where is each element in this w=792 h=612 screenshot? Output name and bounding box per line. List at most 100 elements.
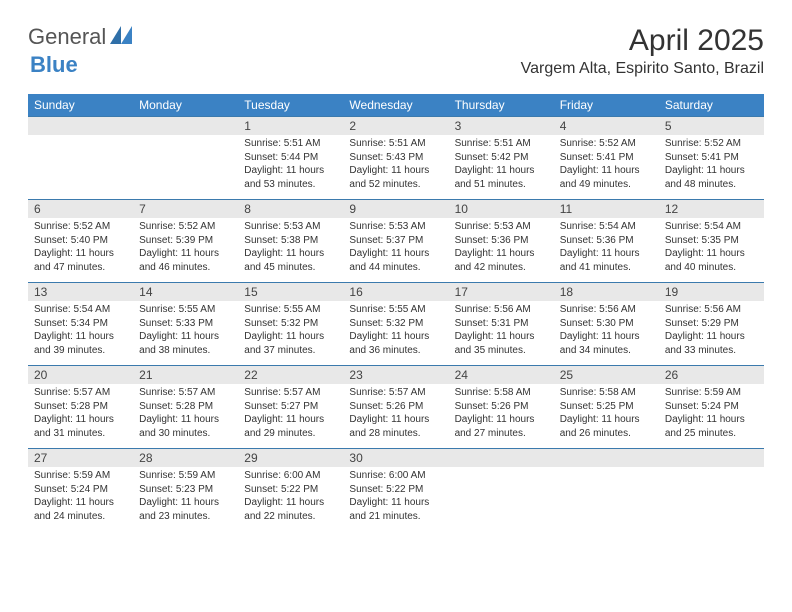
logo-text-2: Blue	[30, 52, 78, 77]
day-cell: 16Sunrise: 5:55 AMSunset: 5:32 PMDayligh…	[343, 283, 448, 366]
day-number: 19	[659, 283, 764, 301]
logo-triangle-icon	[110, 26, 132, 49]
day-cell: 1Sunrise: 5:51 AMSunset: 5:44 PMDaylight…	[238, 117, 343, 200]
calendar-table: Sunday Monday Tuesday Wednesday Thursday…	[28, 94, 764, 531]
day-body: Sunrise: 5:58 AMSunset: 5:25 PMDaylight:…	[554, 384, 659, 448]
logo-text-1: General	[28, 24, 106, 50]
day-cell	[554, 449, 659, 532]
week-row: 20Sunrise: 5:57 AMSunset: 5:28 PMDayligh…	[28, 366, 764, 449]
page-header: General April 2025 Vargem Alta, Espirito…	[28, 24, 764, 78]
day-cell: 26Sunrise: 5:59 AMSunset: 5:24 PMDayligh…	[659, 366, 764, 449]
day-body: Sunrise: 5:57 AMSunset: 5:28 PMDaylight:…	[28, 384, 133, 448]
col-header: Tuesday	[238, 94, 343, 117]
day-number: 4	[554, 117, 659, 135]
day-number	[659, 449, 764, 467]
col-header: Wednesday	[343, 94, 448, 117]
day-body: Sunrise: 5:54 AMSunset: 5:36 PMDaylight:…	[554, 218, 659, 282]
day-body: Sunrise: 5:59 AMSunset: 5:24 PMDaylight:…	[28, 467, 133, 531]
day-cell: 10Sunrise: 5:53 AMSunset: 5:36 PMDayligh…	[449, 200, 554, 283]
day-body: Sunrise: 5:56 AMSunset: 5:29 PMDaylight:…	[659, 301, 764, 365]
day-body: Sunrise: 5:51 AMSunset: 5:43 PMDaylight:…	[343, 135, 448, 199]
title-block: April 2025 Vargem Alta, Espirito Santo, …	[521, 24, 764, 78]
day-number: 7	[133, 200, 238, 218]
calendar-header-row: Sunday Monday Tuesday Wednesday Thursday…	[28, 94, 764, 117]
day-number: 17	[449, 283, 554, 301]
day-body: Sunrise: 5:57 AMSunset: 5:26 PMDaylight:…	[343, 384, 448, 448]
col-header: Friday	[554, 94, 659, 117]
day-body: Sunrise: 6:00 AMSunset: 5:22 PMDaylight:…	[238, 467, 343, 531]
day-body: Sunrise: 5:58 AMSunset: 5:26 PMDaylight:…	[449, 384, 554, 448]
day-cell: 23Sunrise: 5:57 AMSunset: 5:26 PMDayligh…	[343, 366, 448, 449]
day-cell: 13Sunrise: 5:54 AMSunset: 5:34 PMDayligh…	[28, 283, 133, 366]
day-cell: 28Sunrise: 5:59 AMSunset: 5:23 PMDayligh…	[133, 449, 238, 532]
day-body	[554, 467, 659, 523]
day-number: 30	[343, 449, 448, 467]
week-row: 13Sunrise: 5:54 AMSunset: 5:34 PMDayligh…	[28, 283, 764, 366]
month-title: April 2025	[521, 24, 764, 58]
day-cell: 30Sunrise: 6:00 AMSunset: 5:22 PMDayligh…	[343, 449, 448, 532]
day-number: 5	[659, 117, 764, 135]
day-number: 18	[554, 283, 659, 301]
col-header: Monday	[133, 94, 238, 117]
day-body: Sunrise: 5:52 AMSunset: 5:40 PMDaylight:…	[28, 218, 133, 282]
day-number: 11	[554, 200, 659, 218]
week-row: 27Sunrise: 5:59 AMSunset: 5:24 PMDayligh…	[28, 449, 764, 532]
day-number: 16	[343, 283, 448, 301]
day-body: Sunrise: 5:51 AMSunset: 5:44 PMDaylight:…	[238, 135, 343, 199]
day-cell: 4Sunrise: 5:52 AMSunset: 5:41 PMDaylight…	[554, 117, 659, 200]
week-row: 1Sunrise: 5:51 AMSunset: 5:44 PMDaylight…	[28, 117, 764, 200]
day-number	[449, 449, 554, 467]
day-number: 12	[659, 200, 764, 218]
day-cell: 17Sunrise: 5:56 AMSunset: 5:31 PMDayligh…	[449, 283, 554, 366]
day-cell: 11Sunrise: 5:54 AMSunset: 5:36 PMDayligh…	[554, 200, 659, 283]
day-cell: 14Sunrise: 5:55 AMSunset: 5:33 PMDayligh…	[133, 283, 238, 366]
day-cell: 15Sunrise: 5:55 AMSunset: 5:32 PMDayligh…	[238, 283, 343, 366]
day-cell: 27Sunrise: 5:59 AMSunset: 5:24 PMDayligh…	[28, 449, 133, 532]
day-cell	[133, 117, 238, 200]
day-body: Sunrise: 5:53 AMSunset: 5:36 PMDaylight:…	[449, 218, 554, 282]
day-number: 10	[449, 200, 554, 218]
day-number	[554, 449, 659, 467]
day-number: 20	[28, 366, 133, 384]
day-body: Sunrise: 5:55 AMSunset: 5:32 PMDaylight:…	[343, 301, 448, 365]
day-number: 14	[133, 283, 238, 301]
day-cell: 19Sunrise: 5:56 AMSunset: 5:29 PMDayligh…	[659, 283, 764, 366]
day-body: Sunrise: 6:00 AMSunset: 5:22 PMDaylight:…	[343, 467, 448, 531]
day-body: Sunrise: 5:59 AMSunset: 5:23 PMDaylight:…	[133, 467, 238, 531]
col-header: Saturday	[659, 94, 764, 117]
day-cell: 24Sunrise: 5:58 AMSunset: 5:26 PMDayligh…	[449, 366, 554, 449]
day-cell: 20Sunrise: 5:57 AMSunset: 5:28 PMDayligh…	[28, 366, 133, 449]
day-body: Sunrise: 5:56 AMSunset: 5:31 PMDaylight:…	[449, 301, 554, 365]
day-number: 26	[659, 366, 764, 384]
day-number: 21	[133, 366, 238, 384]
day-cell: 3Sunrise: 5:51 AMSunset: 5:42 PMDaylight…	[449, 117, 554, 200]
day-number: 8	[238, 200, 343, 218]
day-cell: 2Sunrise: 5:51 AMSunset: 5:43 PMDaylight…	[343, 117, 448, 200]
day-body: Sunrise: 5:53 AMSunset: 5:38 PMDaylight:…	[238, 218, 343, 282]
day-number: 6	[28, 200, 133, 218]
day-number: 15	[238, 283, 343, 301]
day-number	[133, 117, 238, 135]
day-body: Sunrise: 5:55 AMSunset: 5:32 PMDaylight:…	[238, 301, 343, 365]
day-body	[449, 467, 554, 523]
day-cell	[28, 117, 133, 200]
day-body: Sunrise: 5:52 AMSunset: 5:39 PMDaylight:…	[133, 218, 238, 282]
day-number: 2	[343, 117, 448, 135]
day-number: 25	[554, 366, 659, 384]
day-body: Sunrise: 5:54 AMSunset: 5:34 PMDaylight:…	[28, 301, 133, 365]
day-cell: 22Sunrise: 5:57 AMSunset: 5:27 PMDayligh…	[238, 366, 343, 449]
day-number	[28, 117, 133, 135]
day-cell: 9Sunrise: 5:53 AMSunset: 5:37 PMDaylight…	[343, 200, 448, 283]
day-cell: 18Sunrise: 5:56 AMSunset: 5:30 PMDayligh…	[554, 283, 659, 366]
day-number: 28	[133, 449, 238, 467]
day-body: Sunrise: 5:54 AMSunset: 5:35 PMDaylight:…	[659, 218, 764, 282]
day-number: 22	[238, 366, 343, 384]
col-header: Thursday	[449, 94, 554, 117]
day-cell: 7Sunrise: 5:52 AMSunset: 5:39 PMDaylight…	[133, 200, 238, 283]
day-cell: 12Sunrise: 5:54 AMSunset: 5:35 PMDayligh…	[659, 200, 764, 283]
day-number: 27	[28, 449, 133, 467]
day-body: Sunrise: 5:56 AMSunset: 5:30 PMDaylight:…	[554, 301, 659, 365]
week-row: 6Sunrise: 5:52 AMSunset: 5:40 PMDaylight…	[28, 200, 764, 283]
day-body: Sunrise: 5:59 AMSunset: 5:24 PMDaylight:…	[659, 384, 764, 448]
day-cell: 8Sunrise: 5:53 AMSunset: 5:38 PMDaylight…	[238, 200, 343, 283]
